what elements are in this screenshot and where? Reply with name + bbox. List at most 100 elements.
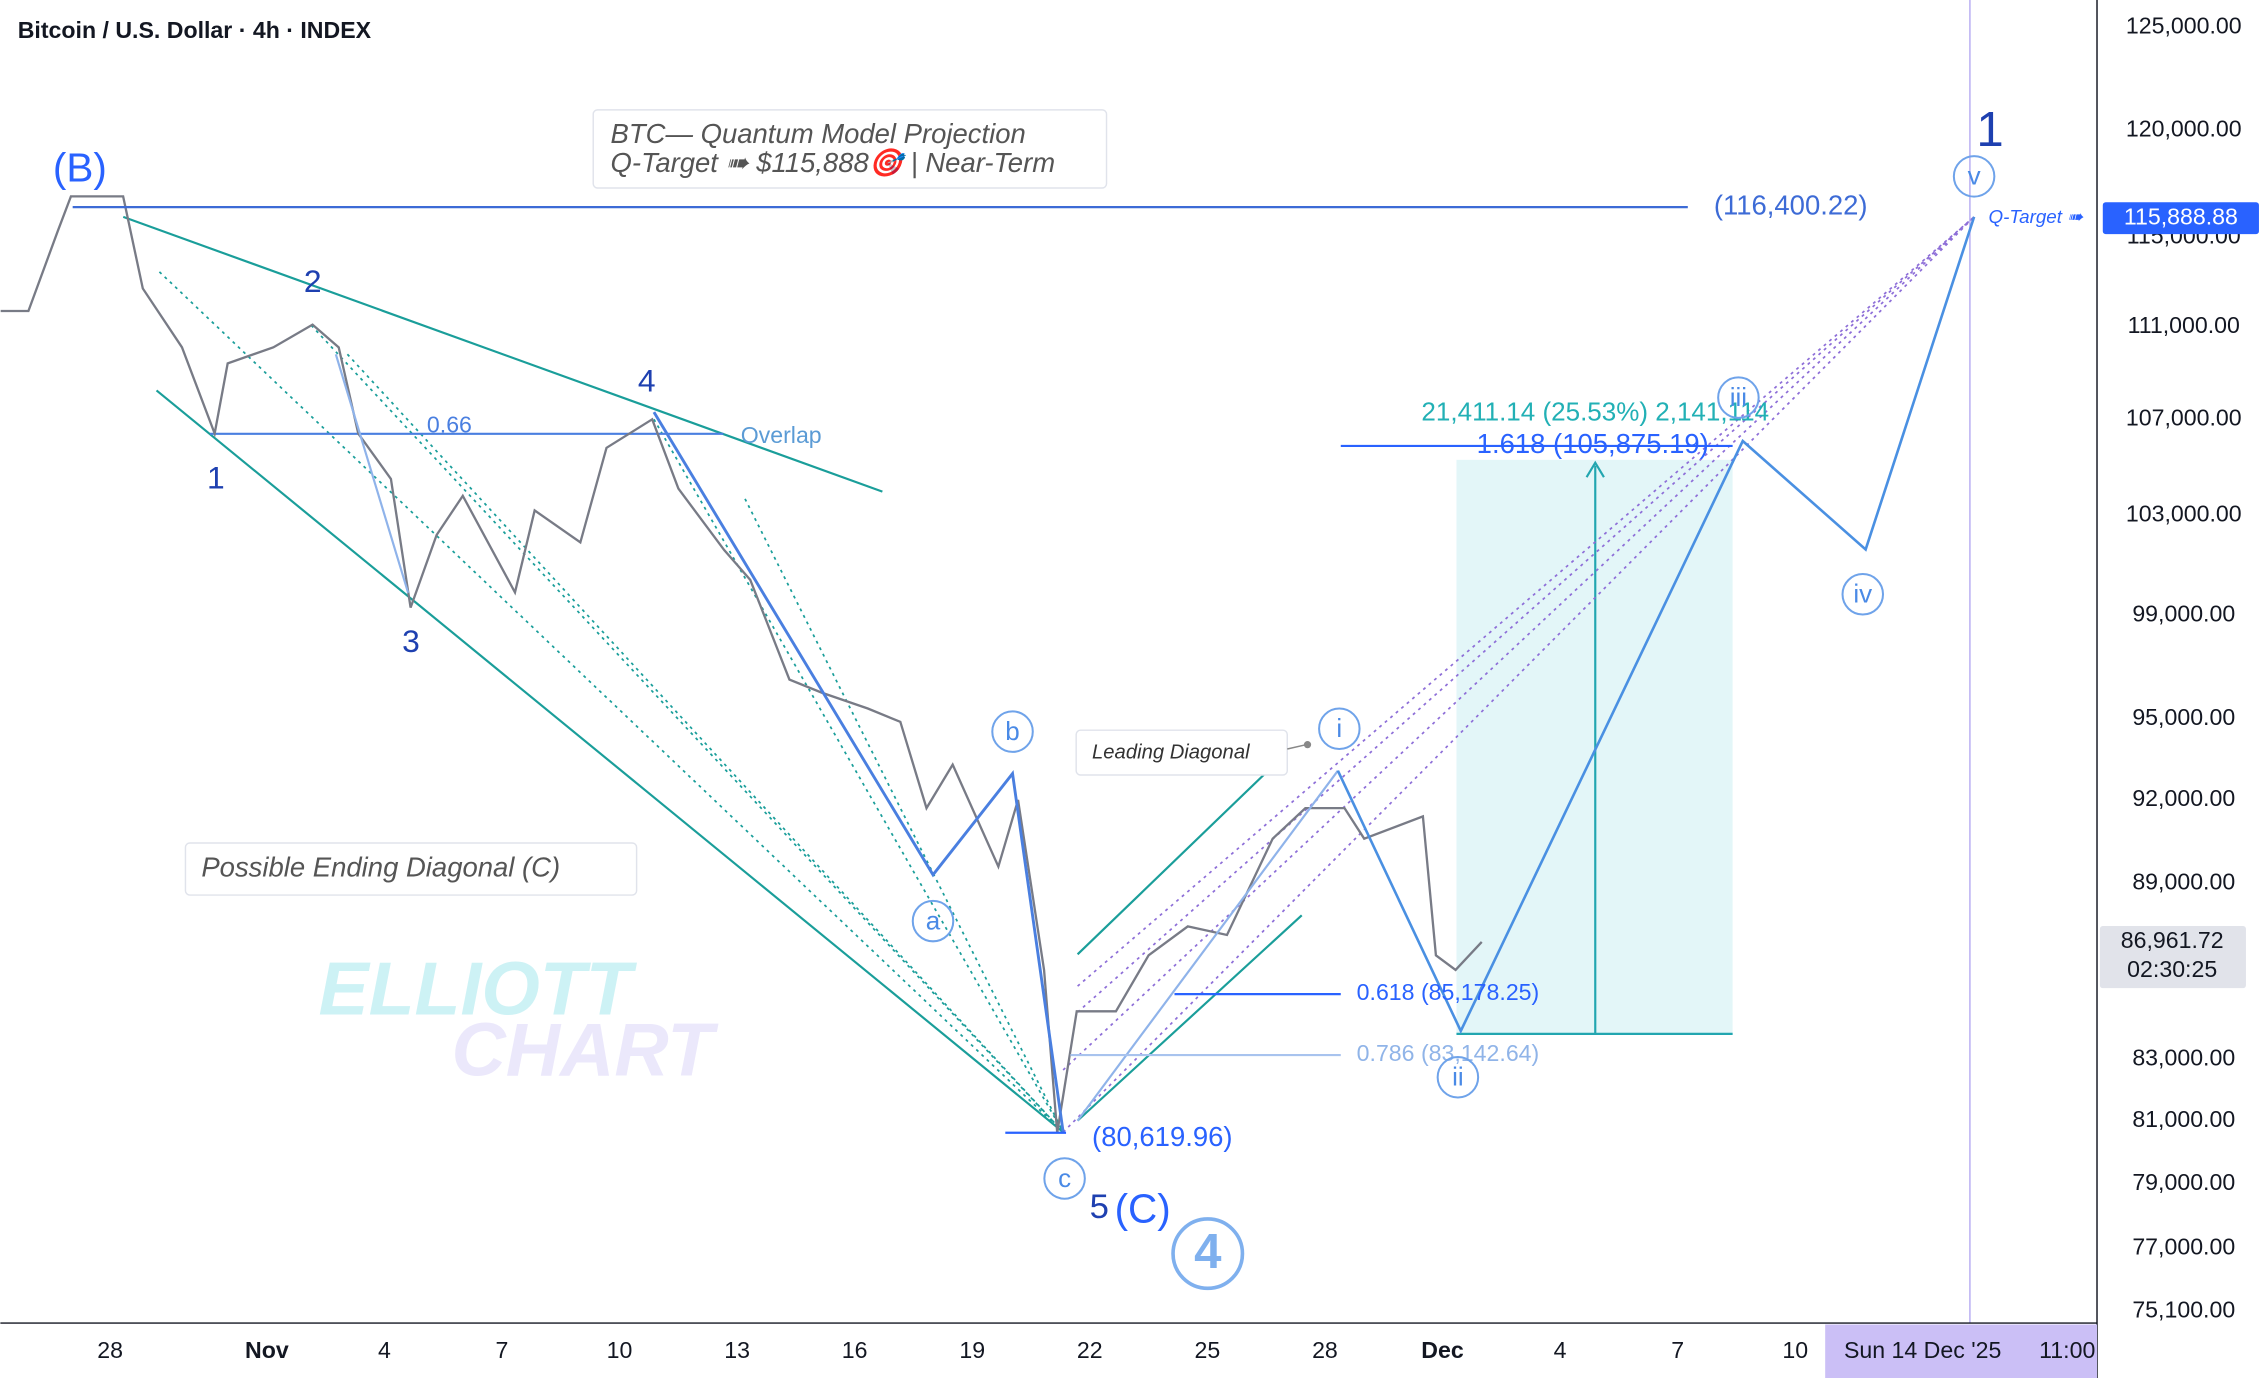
fan-line (653, 418, 1064, 1133)
fan-line (1062, 216, 1975, 1071)
wave-label: 1 (207, 459, 225, 495)
x-tick-label: Dec (1421, 1337, 1464, 1363)
crosshair-date: Sun 14 Dec '25 (1844, 1337, 2001, 1363)
x-tick-label: 4 (378, 1337, 391, 1363)
levels: (116,400.22) 1.618 (105,875.19) 0.618 (85,… (72, 189, 1868, 1152)
wave-circle-label: i (1336, 713, 1342, 743)
price-line (0, 195, 1483, 1133)
y-tick-label: 77,000.00 (2132, 1234, 2235, 1260)
y-tick-label: 83,000.00 (2132, 1045, 2235, 1071)
y-tick-label: 92,000.00 (2132, 785, 2235, 811)
wave-circle (1436, 1055, 1480, 1099)
projection-fan (1062, 216, 1975, 1133)
trend-line (122, 215, 883, 493)
y-tick-label: 111,000.00 (2128, 312, 2240, 338)
last-price-label: 86,961.72 (2121, 927, 2224, 953)
price-level-label: 0.786 (83,142.64) (1357, 1040, 1540, 1066)
wave-circle-label: iii (1730, 382, 1747, 412)
wave-circle (1318, 707, 1361, 751)
y-tick-label: 120,000.00 (2126, 115, 2242, 141)
price-series: Q-Target ➠ (0, 0, 2085, 1324)
x-tick-label: Nov (245, 1337, 289, 1363)
wave-label: 2 (304, 263, 322, 299)
fan-line (1077, 216, 1975, 987)
watermark-text: CHART (452, 1007, 720, 1091)
arrow-head (1585, 460, 1605, 478)
fan-line (744, 498, 1064, 1133)
x-tick-label: 4 (1554, 1337, 1567, 1363)
wave-path (652, 411, 1065, 1133)
wave-circle (991, 710, 1034, 753)
overlap-level: 0.66 (427, 412, 472, 438)
x-tick-label: 28 (1312, 1337, 1338, 1363)
y-tick-label: 107,000.00 (2126, 404, 2242, 430)
fan-line (1077, 216, 1975, 1013)
wave-circle-label: b (1005, 716, 1019, 746)
wave-circle (1952, 155, 1996, 198)
wave-circle-label: 4 (1194, 1224, 1222, 1279)
target-label: 115,888.88 (2124, 203, 2238, 229)
note-box (592, 109, 1108, 189)
crosshair-time: 11:00 (2039, 1337, 2095, 1363)
wave-circle (1841, 573, 1885, 616)
y-tick-label: 75,100.00 (2132, 1297, 2235, 1323)
x-tick-label: 22 (1077, 1337, 1103, 1363)
fan (158, 271, 1064, 1133)
wave-circle (911, 899, 955, 943)
note-box (1075, 729, 1288, 776)
y-tick-label: 79,000.00 (2132, 1169, 2235, 1195)
x-tick-label: 25 (1195, 1337, 1221, 1363)
wave-circle-label: iv (1853, 579, 1872, 609)
note-text: Leading Diagonal (1092, 742, 1250, 764)
note-text: Possible Ending Diagonal (C) (201, 851, 560, 882)
wave-circle (1717, 376, 1760, 419)
last-price-box (2099, 926, 2246, 989)
connector-dot (1303, 741, 1312, 749)
wave-circle-label: a (926, 905, 941, 935)
y-tick-label: 103,000.00 (2126, 500, 2242, 526)
y-tick-label: 81,000.00 (2132, 1106, 2235, 1132)
y-tick-label: 125,000.00 (2126, 13, 2242, 39)
target-tag: Q-Target ➠ (1989, 206, 2085, 227)
x-tick-label: 10 (1782, 1337, 1808, 1363)
y-tick-label: 99,000.00 (2132, 600, 2235, 626)
crosshair-box (1825, 1324, 2098, 1378)
x-tick-label: 10 (607, 1337, 633, 1363)
wave-circle (1043, 1157, 1086, 1200)
wave-circle-label: v (1968, 161, 1981, 191)
x-tick-label: 19 (959, 1337, 985, 1363)
wave-label: 1 (1976, 102, 2003, 157)
y-tick-label: 95,000.00 (2132, 704, 2235, 730)
price-level-label: (116,400.22) (1714, 189, 1868, 220)
x-tick-label: 28 (97, 1337, 123, 1363)
wave-label: (B) (53, 144, 107, 190)
wave-path (1076, 770, 1339, 1122)
x-tick-label: 13 (724, 1337, 750, 1363)
y-tick-label: 89,000.00 (2132, 869, 2235, 895)
x-tick-label: 7 (1671, 1337, 1684, 1363)
note-text: Q-Target ➠ $115,888🎯 | Near-Term (611, 147, 1056, 178)
fan-line (158, 271, 1064, 1133)
target-box (2102, 202, 2259, 235)
wave-circle-label: c (1058, 1163, 1071, 1193)
fan-line (346, 353, 1064, 1133)
note-text: BTC— Quantum Model Projection (611, 118, 1026, 149)
fan-line (310, 324, 1064, 1133)
wave-path (334, 353, 410, 594)
wedge (122, 215, 1303, 1134)
price-level-label: 1.618 (105,875.19) (1477, 428, 1709, 459)
trend-line (1076, 914, 1303, 1122)
wave-circle (1171, 1217, 1245, 1291)
wave-label: 4 (638, 363, 656, 399)
wave-circle-label: ii (1452, 1062, 1464, 1092)
measure-label: 21,411.14 (25.53%) 2,141,114 (1421, 396, 1769, 426)
price-level-label: 0.618 (85,178.25) (1357, 979, 1540, 1005)
header-title: Bitcoin / U.S. Dollar · 4h · INDEX (18, 17, 372, 43)
price-level-label: (80,619.96) (1092, 1121, 1233, 1152)
connector (1287, 743, 1307, 750)
axes: 125,000.00120,000.00115,000.00111,000.00… (97, 13, 2259, 1378)
x-tick-label: 7 (496, 1337, 509, 1363)
